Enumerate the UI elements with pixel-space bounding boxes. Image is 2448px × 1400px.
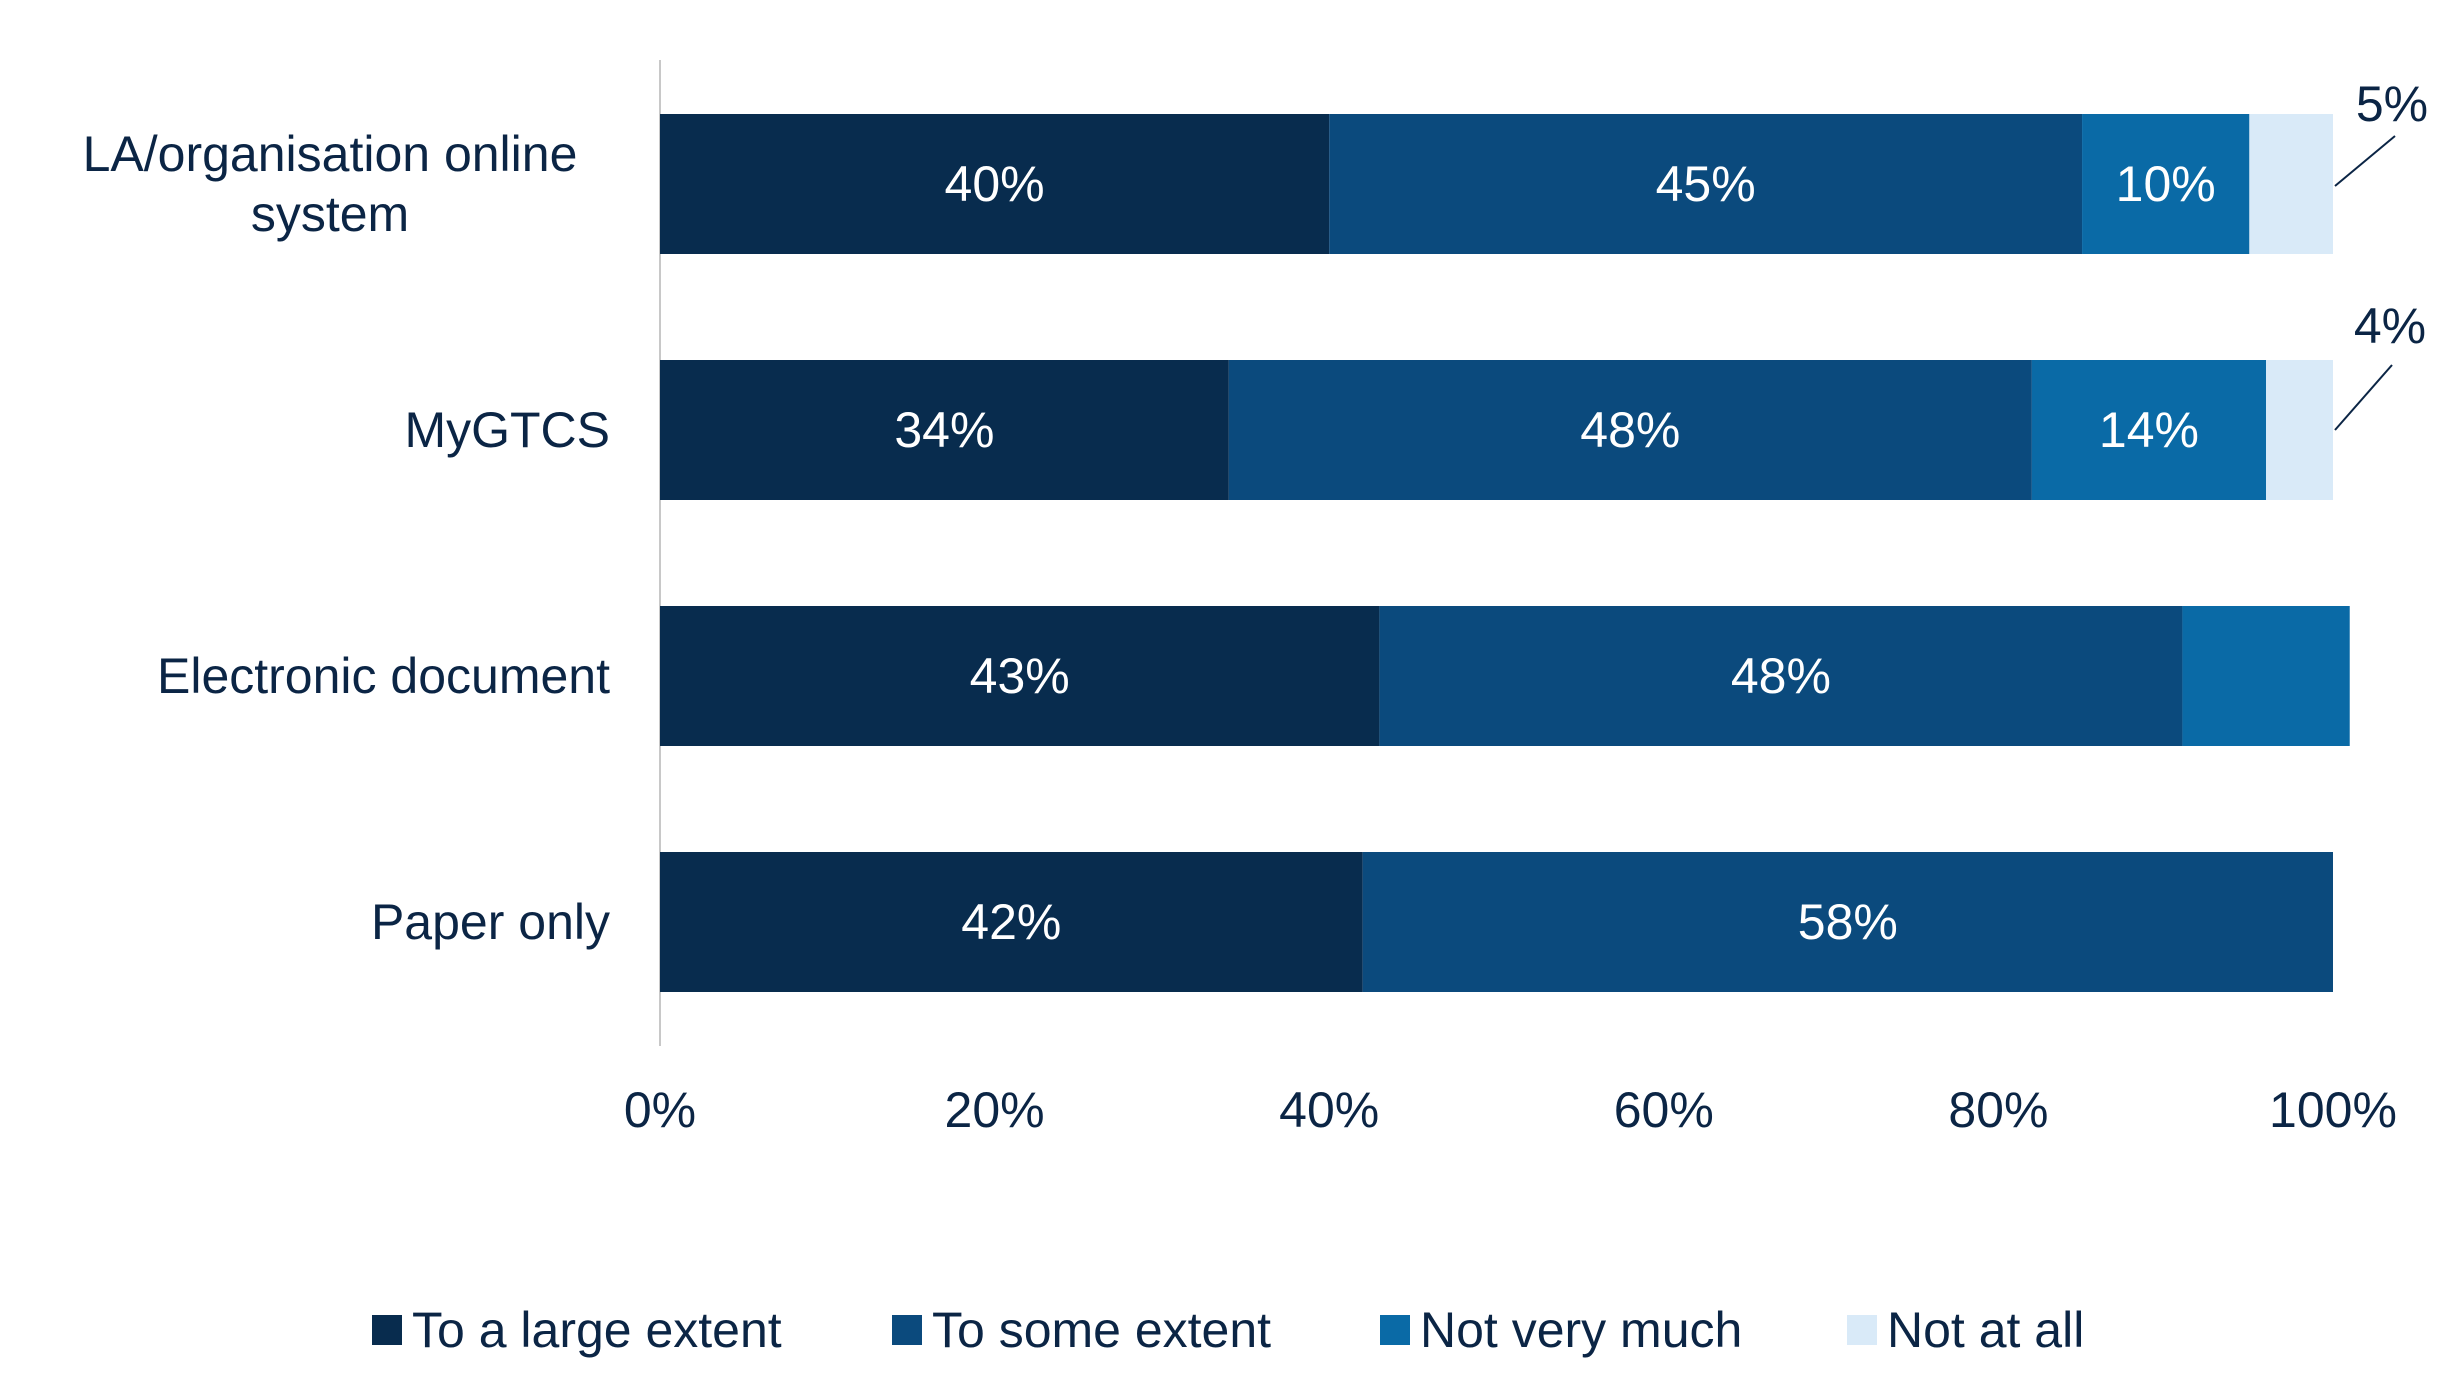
callout-leader-line <box>2334 135 2396 187</box>
bar-segment <box>1362 852 2333 992</box>
data-label: 45% <box>1656 156 1756 212</box>
data-label: 48% <box>1580 402 1680 458</box>
bar-segment <box>660 114 1330 254</box>
x-tick-label: 0% <box>624 1082 696 1138</box>
x-tick-label: 100% <box>2269 1082 2397 1138</box>
legend-label: Not at all <box>1887 1302 2084 1358</box>
legend-swatch <box>1380 1315 1410 1345</box>
legend-swatch <box>372 1315 402 1345</box>
callout-leader-line <box>2334 364 2393 431</box>
category-label: Electronic document <box>157 648 610 704</box>
legend-label: To a large extent <box>412 1302 782 1358</box>
callout-label: 4% <box>2354 298 2426 354</box>
data-label: 10% <box>2116 156 2216 212</box>
x-tick-label: 20% <box>945 1082 1045 1138</box>
legend-swatch <box>892 1315 922 1345</box>
bar-segment <box>1329 114 2083 254</box>
data-label: 48% <box>1731 648 1831 704</box>
bar-segment <box>660 360 1229 500</box>
bar-segment <box>1379 606 2183 746</box>
data-label: 43% <box>970 648 1070 704</box>
bar-segment <box>2182 606 2350 746</box>
bar-segment <box>660 852 1363 992</box>
data-label: 58% <box>1798 894 1898 950</box>
legend-label: To some extent <box>932 1302 1271 1358</box>
x-tick-label: 40% <box>1279 1082 1379 1138</box>
data-label: 40% <box>945 156 1045 212</box>
category-label: Paper only <box>371 894 610 950</box>
callout-label: 5% <box>2356 76 2428 132</box>
legend-label: Not very much <box>1420 1302 1742 1358</box>
bar-segment <box>2249 114 2333 254</box>
category-label: MyGTCS <box>404 402 610 458</box>
bar-segment <box>660 606 1380 746</box>
bar-segment <box>2082 114 2250 254</box>
bar-segment <box>2031 360 2267 500</box>
data-label: 34% <box>894 402 994 458</box>
x-tick-label: 60% <box>1614 1082 1714 1138</box>
category-label: system <box>251 186 409 242</box>
data-label: 14% <box>2099 402 2199 458</box>
bar-segment <box>2266 360 2333 500</box>
category-label: LA/organisation online <box>83 126 578 182</box>
data-label: 42% <box>961 894 1061 950</box>
legend-swatch <box>1847 1315 1877 1345</box>
bar-segment <box>1228 360 2032 500</box>
x-tick-label: 80% <box>1948 1082 2048 1138</box>
